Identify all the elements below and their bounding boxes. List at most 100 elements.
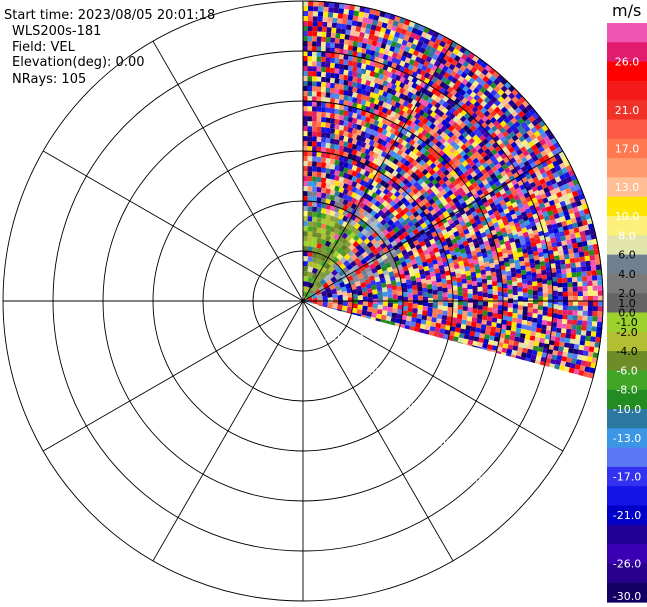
velocity-cell xyxy=(351,175,358,183)
velocity-cell xyxy=(390,280,397,286)
velocity-cell xyxy=(529,181,537,188)
velocity-cell xyxy=(439,81,446,88)
velocity-cell xyxy=(457,300,463,306)
velocity-cell xyxy=(511,276,518,282)
velocity-cell xyxy=(445,110,453,117)
velocity-cell xyxy=(398,33,406,40)
velocity-cell xyxy=(401,140,408,147)
velocity-cell xyxy=(532,345,539,351)
velocity-cell xyxy=(514,336,520,342)
velocity-cell xyxy=(526,245,533,251)
velocity-cell xyxy=(511,246,518,252)
velocity-cell xyxy=(465,134,472,142)
velocity-cell xyxy=(406,102,414,110)
velocity-cell xyxy=(452,83,459,91)
velocity-cell xyxy=(347,142,354,149)
velocity-cell xyxy=(312,81,317,87)
velocity-cell xyxy=(463,217,470,224)
velocity-cell xyxy=(451,238,458,245)
velocity-cell xyxy=(427,181,435,189)
ring-label: 3.00km xyxy=(393,401,435,414)
velocity-cell xyxy=(484,228,491,235)
velocity-cell xyxy=(550,331,557,337)
velocity-cell xyxy=(388,155,396,163)
velocity-cell xyxy=(490,246,497,252)
velocity-cell xyxy=(358,207,366,215)
velocity-cell xyxy=(562,225,569,232)
velocity-cell xyxy=(497,235,504,241)
velocity-cell xyxy=(347,292,353,298)
velocity-cell xyxy=(388,236,395,243)
velocity-cell xyxy=(460,269,466,275)
velocity-cell xyxy=(526,321,533,327)
velocity-cell xyxy=(496,346,503,353)
velocity-cell xyxy=(316,91,322,97)
velocity-cell xyxy=(511,110,519,118)
velocity-cell xyxy=(443,221,450,228)
velocity-cell xyxy=(316,101,322,107)
velocity-cell xyxy=(476,323,482,329)
velocity-cell xyxy=(564,342,570,348)
velocity-cell xyxy=(469,246,476,252)
velocity-cell xyxy=(587,315,593,322)
velocity-cell xyxy=(390,193,397,201)
colorbar-swatch xyxy=(607,582,647,603)
velocity-cell xyxy=(532,290,538,296)
velocity-cell xyxy=(416,40,424,48)
velocity-cell xyxy=(432,165,440,173)
velocity-cell xyxy=(414,168,422,176)
velocity-cell xyxy=(581,320,588,326)
velocity-cell xyxy=(551,354,558,361)
velocity-cell xyxy=(501,248,508,254)
colorbar-tick-label: 1.0 xyxy=(618,297,636,310)
velocity-cell xyxy=(436,134,443,142)
velocity-cell xyxy=(361,47,367,54)
velocity-cell xyxy=(390,83,397,91)
velocity-cell xyxy=(402,287,408,293)
velocity-cell xyxy=(556,180,564,188)
velocity-cell xyxy=(589,341,596,348)
velocity-cell xyxy=(396,286,403,292)
azimuth-spoke xyxy=(42,150,304,302)
velocity-cell xyxy=(556,191,563,198)
velocity-cell xyxy=(351,117,358,124)
velocity-cell xyxy=(343,49,349,55)
velocity-cell xyxy=(529,220,536,227)
velocity-cell xyxy=(515,268,522,274)
velocity-cell xyxy=(364,154,371,161)
velocity-cell xyxy=(303,246,308,252)
colorbar-tick-label: 10.0 xyxy=(615,210,640,223)
velocity-cell xyxy=(465,81,473,89)
velocity-cell xyxy=(418,328,425,334)
velocity-cell xyxy=(484,334,490,340)
velocity-cell xyxy=(389,127,396,134)
velocity-cell xyxy=(365,48,371,55)
velocity-cell xyxy=(347,250,355,258)
velocity-cell xyxy=(476,171,484,179)
velocity-cell xyxy=(402,94,410,102)
velocity-cell xyxy=(428,298,433,303)
velocity-cell xyxy=(324,246,332,253)
velocity-cell xyxy=(384,44,391,51)
velocity-cell xyxy=(568,296,573,301)
velocity-cell xyxy=(550,178,557,185)
velocity-cell xyxy=(382,91,389,98)
velocity-cell xyxy=(523,203,530,210)
velocity-cell xyxy=(512,345,519,351)
velocity-cell xyxy=(411,93,418,101)
velocity-cell xyxy=(346,306,353,313)
velocity-cell xyxy=(464,266,471,272)
nrays-label: NRays: 105 xyxy=(12,72,86,87)
velocity-cell xyxy=(421,282,428,288)
velocity-cell xyxy=(373,241,381,249)
velocity-cell xyxy=(441,228,448,236)
velocity-cell xyxy=(496,318,503,324)
velocity-cell xyxy=(489,213,496,220)
velocity-cell xyxy=(480,100,488,108)
velocity-cell xyxy=(516,277,523,283)
velocity-cell xyxy=(307,206,313,212)
velocity-cell xyxy=(555,202,562,209)
velocity-cell xyxy=(329,179,336,186)
velocity-cell xyxy=(517,230,524,237)
velocity-cell xyxy=(490,96,498,104)
